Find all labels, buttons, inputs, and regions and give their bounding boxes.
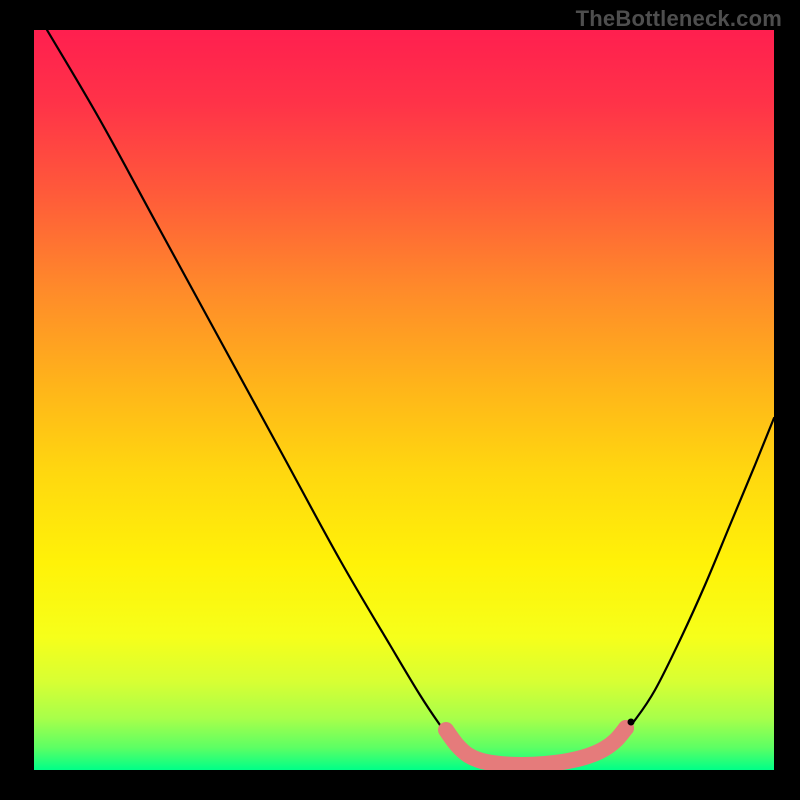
watermark-text: TheBottleneck.com (576, 6, 782, 32)
optimal-range-highlight (446, 728, 626, 765)
plot-area (34, 30, 774, 770)
chart-canvas: TheBottleneck.com (0, 0, 800, 800)
bottleneck-curve (47, 30, 774, 764)
curve-layer (34, 30, 774, 770)
highlight-tip-dot (628, 719, 635, 726)
